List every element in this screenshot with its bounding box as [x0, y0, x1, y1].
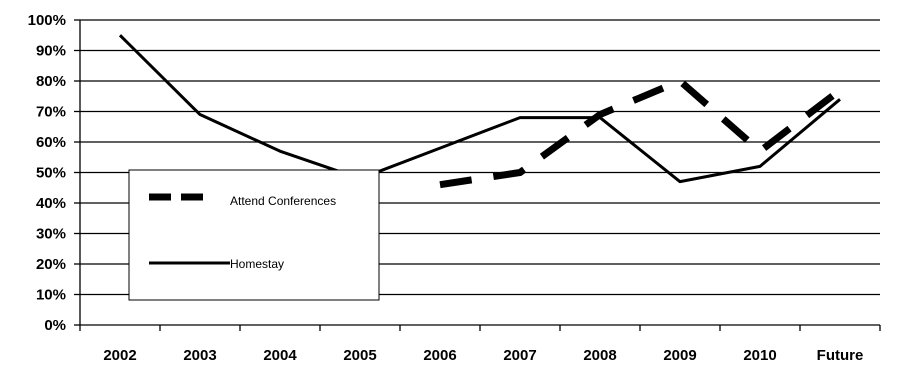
- y-tick-label: 30%: [36, 226, 66, 243]
- y-tick-label: 50%: [36, 165, 66, 182]
- x-tick-label: 2008: [583, 347, 616, 364]
- x-tick-label: 2010: [743, 347, 776, 364]
- x-tick-label: Future: [817, 347, 864, 364]
- y-axis: 0% 10% 20% 30% 40% 50% 60% 70% 80% 90% 100%: [28, 12, 81, 334]
- series-line-attend-conferences: [439, 76, 843, 189]
- y-tick-label: 40%: [36, 195, 66, 212]
- y-tick-label: 80%: [36, 73, 66, 90]
- y-tick-label: 100%: [28, 12, 66, 29]
- legend-label-homestay: Homestay: [230, 257, 284, 271]
- y-tick-label: 60%: [36, 134, 66, 151]
- y-tick-label: 20%: [36, 256, 66, 273]
- legend-box: [128, 169, 380, 301]
- legend-label-attend-conferences: Attend Conferences: [230, 194, 336, 208]
- x-tick-label: 2002: [103, 347, 136, 364]
- y-tick-label: 10%: [36, 287, 66, 304]
- x-tick-label: 2003: [183, 347, 216, 364]
- x-tick-label: 2006: [423, 347, 456, 364]
- x-tick-label: 2009: [663, 347, 696, 364]
- x-tick-label: 2005: [343, 347, 376, 364]
- series-lines: [118, 34, 843, 189]
- legend: Attend Conferences Homestay: [128, 169, 380, 301]
- y-tick-label: 90%: [36, 43, 66, 60]
- y-tick-label: 70%: [36, 104, 66, 121]
- series-line-homestay: [118, 34, 841, 184]
- x-tick-label: 2007: [503, 347, 536, 364]
- y-tick-label: 0%: [44, 317, 66, 334]
- x-tick-label: 2004: [263, 347, 297, 364]
- x-axis: 2002 2003 2004 2005 2006 2007 2008 2009 2010 Futu…: [79, 325, 881, 364]
